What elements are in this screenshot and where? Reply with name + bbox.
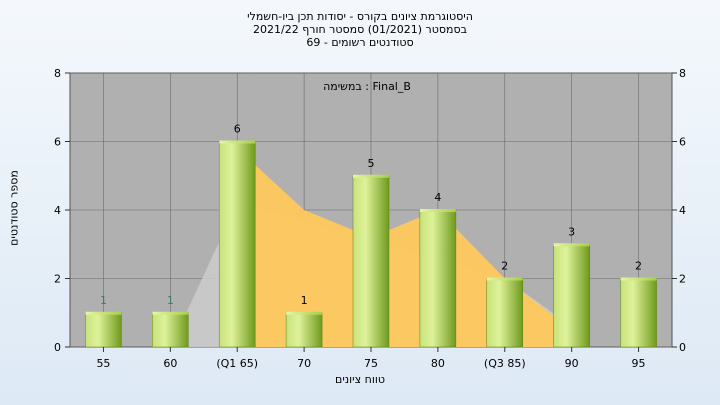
bar-cap [620,277,657,281]
bar-cap [486,277,523,281]
bar [285,312,323,348]
bar-data-label: 1 [167,294,174,307]
bar-cap [286,311,323,315]
x-tick-label: 60 [163,357,177,370]
bar-cap [553,243,590,247]
bar [486,278,524,348]
bar-data-label: 5 [368,157,375,170]
y-tick-label: 8 [54,67,61,80]
bar-data-label: 4 [434,191,441,204]
x-tick-label: 95 [632,357,646,370]
bar-data-label: 2 [501,260,508,273]
y-tick-label: 0 [54,341,61,354]
bar-cap [419,209,456,212]
bar-data-label: 2 [635,260,642,273]
chart-title-line-3: סטודנטים רשומים - 69 [306,36,414,49]
bar-data-label: 1 [301,294,308,307]
y-tick-label-right: 6 [679,136,686,149]
bar-cap [353,174,389,178]
bar-cap [219,140,256,144]
x-tick-label: 70 [297,357,311,370]
bar [419,209,457,348]
y-tick-label: 6 [54,136,61,149]
y-axis-label: מספר סטודנטים [7,170,21,246]
y-tick-label: 2 [54,273,61,286]
bar [85,312,122,348]
bar-data-label: 1 [100,294,107,307]
x-axis-label: טווח ציונים [335,373,385,386]
y-tick-label-right: 8 [679,67,686,80]
y-tick-label-right: 2 [679,273,686,286]
bar [352,175,390,348]
y-tick-label-right: 0 [679,341,686,354]
bar-cap [152,311,189,315]
bar [152,312,189,348]
bar [553,244,590,348]
x-tick-label: 75 [364,357,378,370]
x-tick-label: 90 [565,357,579,370]
task-annotation: Final_B : במשימה [323,80,411,93]
chart-title: היסטוגרמת ציונים בקורס - יסודות תכן ביו-… [0,10,720,49]
x-tick-label: (Q1 65) [216,357,258,370]
y-tick-label: 4 [54,204,61,217]
y-tick-label-right: 4 [679,204,686,217]
bar-data-label: 6 [234,123,241,136]
bar [218,141,256,348]
bar [620,278,657,348]
x-tick-label: (Q3 85) [484,357,526,370]
x-tick-label: 80 [431,357,445,370]
chart-title-line-2: בסמסטר (01/2021) סמסטר חורף 2021/22 [253,23,467,36]
bar-cap [85,311,122,315]
x-tick-label: 55 [96,357,110,370]
chart-title-line-1: היסטוגרמת ציונים בקורס - יסודות תכן ביו-… [247,10,473,23]
bar-data-label: 3 [568,225,575,238]
